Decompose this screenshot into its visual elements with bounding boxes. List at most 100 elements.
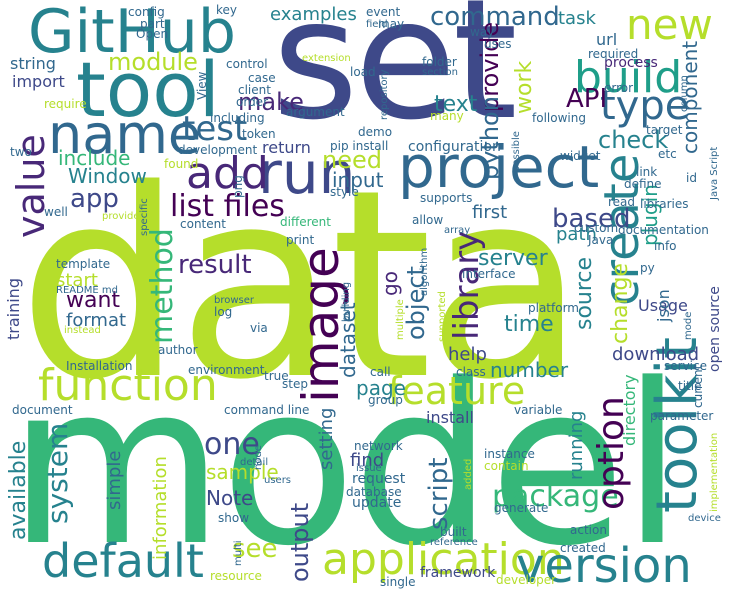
word-event: event — [366, 5, 401, 19]
word-feature: feature — [388, 369, 526, 413]
word-call: call — [370, 365, 391, 379]
word-print: print — [286, 233, 315, 247]
word-find: find — [350, 450, 385, 471]
word-action: action — [570, 523, 607, 537]
word-token: token — [242, 127, 276, 141]
word-url: url — [596, 30, 618, 49]
word-training: training — [4, 278, 23, 340]
word-first: first — [472, 202, 508, 223]
word-page: page — [356, 376, 406, 400]
word-multi: multi — [233, 540, 244, 566]
word-import: import — [12, 72, 65, 91]
word-reference: reference — [430, 537, 478, 548]
word-examples: examples — [270, 4, 357, 25]
word-including: including — [210, 111, 265, 125]
word-implementation: implementation — [709, 432, 720, 512]
word-list-files: list files — [170, 189, 285, 224]
word-network: network — [354, 439, 403, 453]
word-open-source: open source — [707, 286, 723, 372]
word-server: server — [478, 246, 548, 271]
word-built: built — [440, 525, 467, 539]
word-configuration: configuration — [408, 139, 501, 155]
word-style: style — [330, 185, 359, 199]
word-mode: mode — [683, 311, 694, 340]
word-check: check — [598, 126, 669, 154]
word-method: method — [145, 228, 180, 344]
word-java-script: Java Script — [709, 146, 720, 200]
word-test: test — [182, 109, 248, 149]
word-png: png — [231, 175, 245, 198]
word-require: require — [44, 97, 87, 111]
word-target: target — [646, 123, 683, 137]
word-help: help — [448, 344, 487, 365]
word-source: source — [572, 256, 597, 330]
word-process: process — [604, 55, 658, 71]
word-found: found — [164, 157, 199, 171]
word-part: part — [140, 17, 165, 31]
word-need: need — [322, 146, 382, 174]
word-type: type — [600, 83, 690, 129]
word-script: script — [424, 457, 454, 530]
word-step: step — [282, 377, 308, 391]
word-etc: etc — [658, 147, 677, 161]
word-task: task — [558, 8, 596, 29]
word-added: added — [463, 458, 474, 490]
word-want: want — [66, 288, 121, 313]
word-framework: framework — [420, 565, 496, 581]
word-via: via — [250, 321, 268, 335]
word-read: read — [608, 195, 636, 209]
word-service: service — [664, 359, 707, 373]
word-version: version — [516, 538, 692, 592]
word-well: well — [44, 205, 68, 219]
word-detail: detail — [240, 457, 269, 468]
word-open: Open — [136, 27, 169, 41]
word-log: log — [214, 305, 233, 319]
word-repository: repository — [379, 69, 390, 120]
word-setting: setting — [316, 407, 337, 470]
word-api: API — [566, 84, 608, 114]
word-start: start — [56, 270, 98, 291]
word-based: based — [552, 204, 631, 234]
word-request: request — [352, 471, 406, 487]
word-go: go — [378, 271, 402, 296]
word-update: update — [352, 495, 402, 511]
word-directory: directory — [620, 374, 639, 446]
word-string: string — [10, 54, 56, 73]
word-way: way — [470, 25, 495, 39]
word-app: app — [70, 184, 119, 214]
word-result: result — [178, 250, 252, 280]
word-output: output — [286, 502, 314, 582]
word-custom: custom — [574, 221, 619, 235]
word-documentation: documentation — [618, 223, 709, 237]
word-project: project — [398, 133, 600, 201]
word-view: View — [195, 71, 209, 100]
word-see: see — [232, 534, 278, 564]
word-simple: simple — [104, 450, 125, 510]
word-contain: contain — [484, 459, 529, 473]
word-usage: Usage — [638, 296, 688, 315]
word-array: array — [444, 225, 471, 236]
word-pip-install: pip install — [330, 139, 389, 153]
word-uses: uses — [484, 37, 512, 51]
word-installation: Installation — [66, 359, 133, 373]
word-case: case — [248, 71, 276, 85]
word-link: link — [636, 165, 658, 179]
word-algorithm: algorithm — [419, 247, 430, 296]
word-instead: instead — [64, 325, 101, 336]
word-folder: folder — [422, 55, 457, 69]
word-supported: supported — [437, 291, 448, 342]
word-new: new — [626, 0, 713, 49]
word-error: error — [604, 81, 634, 95]
word-order: order — [236, 95, 268, 109]
word-download: download — [612, 344, 700, 365]
word-device: device — [688, 513, 721, 524]
word-info: info — [654, 239, 677, 253]
word-author: author — [158, 343, 198, 357]
word-module: module — [108, 48, 198, 76]
word-specific: specific — [139, 198, 150, 236]
word-java: Java — [588, 233, 614, 247]
word-time: time — [504, 312, 554, 337]
word-variable: variable — [514, 403, 563, 417]
word-supports: supports — [420, 191, 473, 205]
word-many: many — [430, 109, 464, 123]
